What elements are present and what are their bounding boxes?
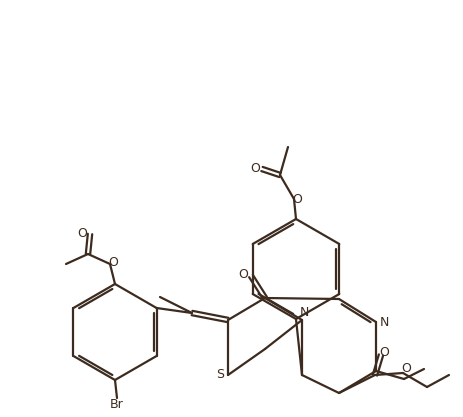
Text: O: O bbox=[379, 346, 389, 359]
Text: Br: Br bbox=[110, 399, 124, 412]
Text: N: N bbox=[379, 316, 388, 329]
Text: O: O bbox=[292, 193, 302, 206]
Text: N: N bbox=[299, 306, 309, 319]
Text: O: O bbox=[77, 226, 87, 239]
Text: O: O bbox=[250, 161, 260, 174]
Text: O: O bbox=[401, 362, 411, 375]
Text: O: O bbox=[238, 267, 248, 281]
Text: S: S bbox=[216, 369, 224, 382]
Text: O: O bbox=[108, 256, 118, 269]
